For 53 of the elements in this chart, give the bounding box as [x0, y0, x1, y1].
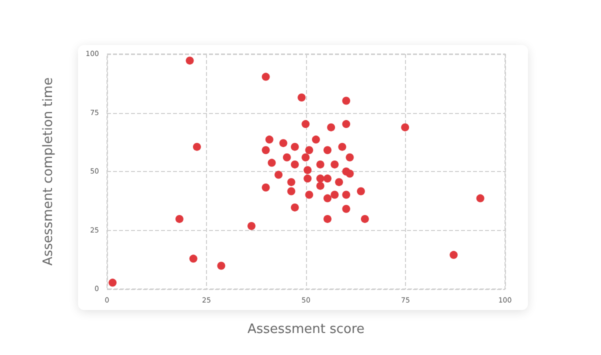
point: [305, 146, 314, 154]
point: [282, 153, 291, 162]
point: [265, 136, 274, 144]
point: [287, 187, 296, 196]
point: [217, 262, 226, 270]
point: [401, 123, 410, 132]
point: [290, 142, 299, 151]
point: [316, 160, 324, 168]
point: [279, 139, 288, 148]
point: [327, 123, 336, 132]
point: [342, 120, 350, 128]
x-axis-title: Assessment score: [247, 322, 365, 337]
point: [342, 190, 350, 199]
point: [346, 153, 354, 162]
point: [305, 190, 314, 199]
point: [342, 204, 350, 213]
point: [312, 136, 320, 144]
point: [247, 222, 256, 230]
point: [302, 153, 310, 162]
point: [189, 254, 198, 263]
point: [330, 190, 339, 199]
point: [304, 174, 312, 183]
y-axis-title: Assessment completion time: [41, 77, 56, 266]
point: [304, 166, 312, 174]
point: [274, 170, 283, 179]
point: [186, 56, 194, 65]
point: [324, 146, 332, 154]
point: [262, 146, 270, 154]
point: [298, 93, 306, 102]
point: [290, 203, 299, 212]
point: [268, 158, 276, 167]
point: [324, 214, 332, 223]
point: [324, 194, 332, 202]
point: [316, 182, 324, 190]
point: [330, 160, 339, 168]
point: [450, 250, 458, 259]
point: [175, 214, 184, 223]
point: [476, 194, 484, 202]
point: [342, 96, 350, 105]
point: [324, 174, 332, 183]
point: [360, 214, 369, 223]
point: [346, 170, 354, 178]
point: [302, 120, 310, 128]
point: [290, 160, 299, 168]
point: [287, 178, 296, 186]
point: [192, 142, 201, 151]
point: [316, 174, 324, 183]
point: [356, 187, 365, 196]
point: [335, 178, 344, 186]
point: [338, 142, 346, 151]
point: [262, 183, 270, 192]
point: [108, 278, 117, 287]
point: [262, 72, 270, 81]
